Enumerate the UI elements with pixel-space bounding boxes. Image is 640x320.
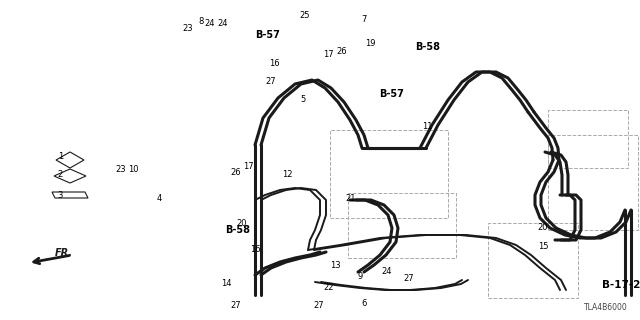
Text: 19: 19 <box>365 39 375 48</box>
Text: FR.: FR. <box>55 248 73 258</box>
Text: 11: 11 <box>422 122 433 131</box>
Text: 22: 22 <box>323 284 333 292</box>
Text: 17: 17 <box>243 162 254 171</box>
Bar <box>488 223 578 298</box>
Text: 26: 26 <box>336 47 347 56</box>
Text: 10: 10 <box>128 165 138 174</box>
Text: 15: 15 <box>538 242 548 251</box>
Text: 14: 14 <box>221 279 231 288</box>
Text: 1: 1 <box>58 152 63 161</box>
Bar <box>548 135 638 230</box>
Text: 24: 24 <box>381 267 392 276</box>
Text: B-58: B-58 <box>415 42 440 52</box>
Text: 24: 24 <box>218 19 228 28</box>
Text: 27: 27 <box>266 77 276 86</box>
Text: 25: 25 <box>300 11 310 20</box>
Text: 9: 9 <box>357 272 362 281</box>
Bar <box>330 130 448 218</box>
Text: 24: 24 <box>205 19 215 28</box>
Text: 6: 6 <box>362 300 367 308</box>
Text: 12: 12 <box>282 170 292 179</box>
Text: 20: 20 <box>237 220 247 228</box>
Text: 27: 27 <box>230 301 241 310</box>
Text: B-57: B-57 <box>379 89 404 100</box>
Text: B-58: B-58 <box>225 225 250 235</box>
Text: 23: 23 <box>182 24 193 33</box>
Text: B-57: B-57 <box>255 29 280 40</box>
Text: 23: 23 <box>115 165 126 174</box>
Text: 17: 17 <box>323 50 334 59</box>
Text: 4: 4 <box>157 194 162 203</box>
Text: 13: 13 <box>330 261 340 270</box>
Text: 16: 16 <box>269 60 280 68</box>
Bar <box>348 193 456 258</box>
Text: 21: 21 <box>346 194 356 203</box>
Text: 3: 3 <box>58 191 63 200</box>
Text: 26: 26 <box>230 168 241 177</box>
Text: 5: 5 <box>301 95 306 104</box>
Text: 20: 20 <box>538 223 548 232</box>
Bar <box>548 110 628 168</box>
Text: 8: 8 <box>198 17 204 26</box>
Text: 27: 27 <box>403 274 414 283</box>
Text: TLA4B6000: TLA4B6000 <box>584 303 628 312</box>
Text: 16: 16 <box>250 245 260 254</box>
Text: 7: 7 <box>362 15 367 24</box>
Text: B-17-20: B-17-20 <box>602 280 640 290</box>
Text: 27: 27 <box>314 301 324 310</box>
Text: 2: 2 <box>58 170 63 179</box>
